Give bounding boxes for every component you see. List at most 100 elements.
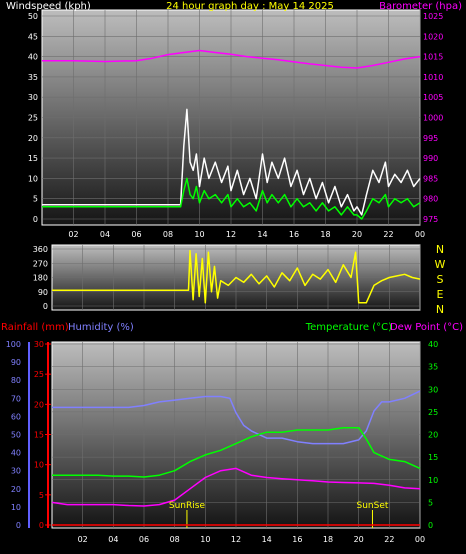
panel-1-x-tick: 12 xyxy=(226,230,236,239)
panel-1-left-tick: 20 xyxy=(28,134,38,143)
panel-3-rain-tick: 25 xyxy=(34,370,44,379)
panel-1-left-tick: 5 xyxy=(33,195,38,204)
panel-1-right-axis-label: Barometer (hpa) xyxy=(379,1,462,12)
sun-marker-label: SunRise xyxy=(169,501,206,511)
panel-1-left-tick: 15 xyxy=(28,154,38,163)
panel-3-temp-tick: 0 xyxy=(428,521,433,530)
panel-3-rain-tick: 10 xyxy=(34,461,44,470)
temperature-line xyxy=(52,426,421,478)
panel-1-right-tick: 1020 xyxy=(423,32,443,41)
panel-3-temp-tick: 10 xyxy=(428,476,438,485)
panel-3-humidity-tick: 10 xyxy=(11,503,21,512)
panel-1-x-tick: 04 xyxy=(100,230,110,239)
windspeed-average-line xyxy=(42,177,421,220)
panel-3-temp-tick: 15 xyxy=(428,453,438,462)
windspeed-gust-line xyxy=(42,108,421,216)
panel-3-x-tick: 00 xyxy=(415,535,425,544)
panel-2-compass-label: N xyxy=(436,243,444,256)
panel-3-rain-tick: 5 xyxy=(39,491,44,500)
panel-3-temp-tick: 35 xyxy=(428,363,438,372)
panel-3-temp-tick: 5 xyxy=(428,498,433,507)
panel-1-left-tick: 40 xyxy=(28,53,38,62)
panel-3-humidity-tick: 60 xyxy=(11,412,21,421)
panel-3-temp-tick: 40 xyxy=(428,340,438,349)
panel-1-right-tick: 1025 xyxy=(423,12,443,21)
panel-1-left-tick: 25 xyxy=(28,114,38,123)
panel-1-left-tick: 45 xyxy=(28,32,38,41)
panel-3-rain-tick: 15 xyxy=(34,431,44,440)
panel-3-humidity-tick: 50 xyxy=(11,431,21,440)
panel-3-humidity-tick: 0 xyxy=(16,521,21,530)
panel-1-x-tick: 02 xyxy=(68,230,78,239)
panel-1-x-tick: 22 xyxy=(383,230,393,239)
panel-1-left-tick: 35 xyxy=(28,73,38,82)
panel-3-temp-tick: 25 xyxy=(428,408,438,417)
panel-2-compass-label: W xyxy=(435,258,446,271)
panel-3-temp-tick: 20 xyxy=(428,431,438,440)
panel-3-x-tick: 02 xyxy=(78,535,88,544)
panel-3-x-tick: 06 xyxy=(139,535,149,544)
panel-1-right-tick: 990 xyxy=(423,154,438,163)
panel-3-humidity-label: Humidity (%) xyxy=(68,322,134,333)
barometer-line xyxy=(42,49,421,69)
panel-2-left-tick: 270 xyxy=(33,259,48,268)
panel-3-x-tick: 08 xyxy=(170,535,180,544)
panel-1-left-tick: 30 xyxy=(28,93,38,102)
panel-1-right-tick: 980 xyxy=(423,195,438,204)
panel-3-x-tick: 18 xyxy=(323,535,333,544)
panel-3-humidity-tick: 30 xyxy=(11,467,21,476)
panel-3-x-tick: 22 xyxy=(384,535,394,544)
panel-3-humidity-tick: 90 xyxy=(11,358,21,367)
panel-1-right-tick: 1010 xyxy=(423,73,443,82)
panel-3-temperature-label: Temperature (°C) xyxy=(305,322,392,333)
panel-3-x-tick: 20 xyxy=(354,535,364,544)
panel-3-x-tick: 12 xyxy=(231,535,241,544)
sun-marker-label: SunSet xyxy=(357,501,389,511)
panel-2-compass-label: E xyxy=(437,288,444,301)
chart-title: 24 hour graph day : May 14 2025 xyxy=(166,1,334,12)
humidity-line xyxy=(52,390,421,445)
panel-3-dewpoint-label: Dew Point (°C) xyxy=(390,322,463,333)
panel-3-humidity-tick: 70 xyxy=(11,394,21,403)
panel-1-right-tick: 1015 xyxy=(423,53,443,62)
panel-1-left-tick: 10 xyxy=(28,174,38,183)
panel-1-x-tick: 00 xyxy=(415,230,425,239)
panel-1-x-tick: 08 xyxy=(163,230,173,239)
panel-3-humidity-tick: 100 xyxy=(6,340,21,349)
panel-2-compass-label: N xyxy=(436,303,444,316)
panel-3-x-tick: 16 xyxy=(292,535,302,544)
panel-1-x-tick: 10 xyxy=(194,230,204,239)
panel-1-right-tick: 985 xyxy=(423,174,438,183)
panel-1-left-tick: 50 xyxy=(28,12,38,21)
panel-2-left-tick: 90 xyxy=(38,288,48,297)
panel-1-x-tick: 16 xyxy=(289,230,299,239)
dew-point-line xyxy=(51,467,421,507)
panel-1-right-tick: 995 xyxy=(423,134,438,143)
wind-direction-line xyxy=(52,249,421,304)
panel-1-x-tick: 14 xyxy=(257,230,267,239)
panel-1-right-tick: 1000 xyxy=(423,114,443,123)
panel-3-rain-tick: 30 xyxy=(34,340,44,349)
panel-1-x-tick: 06 xyxy=(131,230,141,239)
panel-3-temp-tick: 30 xyxy=(428,385,438,394)
panel-1-x-tick: 20 xyxy=(352,230,362,239)
panel-2-left-tick: 360 xyxy=(33,245,48,254)
panel-1-left-tick: 0 xyxy=(33,215,38,224)
panel-2-left-tick: 180 xyxy=(33,274,48,283)
panel-1-left-axis-label: Windspeed (kph) xyxy=(6,1,91,12)
panel-3-x-tick: 10 xyxy=(200,535,210,544)
panel-1-right-tick: 1005 xyxy=(423,93,443,102)
panel-3-humidity-tick: 80 xyxy=(11,376,21,385)
panel-3-x-tick: 14 xyxy=(262,535,272,544)
panel-3-x-tick: 04 xyxy=(108,535,118,544)
panel-3-rain-tick: 20 xyxy=(34,400,44,409)
panel-1-right-tick: 975 xyxy=(423,215,438,224)
panel-1-x-tick: 18 xyxy=(320,230,330,239)
panel-3-rain-tick: 0 xyxy=(39,521,44,530)
panel-3-rainfall-label: Rainfall (mm) xyxy=(1,322,69,333)
panel-3-humidity-tick: 40 xyxy=(11,449,21,458)
panel-2-compass-label: S xyxy=(437,273,444,286)
panel-3-humidity-tick: 20 xyxy=(11,485,21,494)
